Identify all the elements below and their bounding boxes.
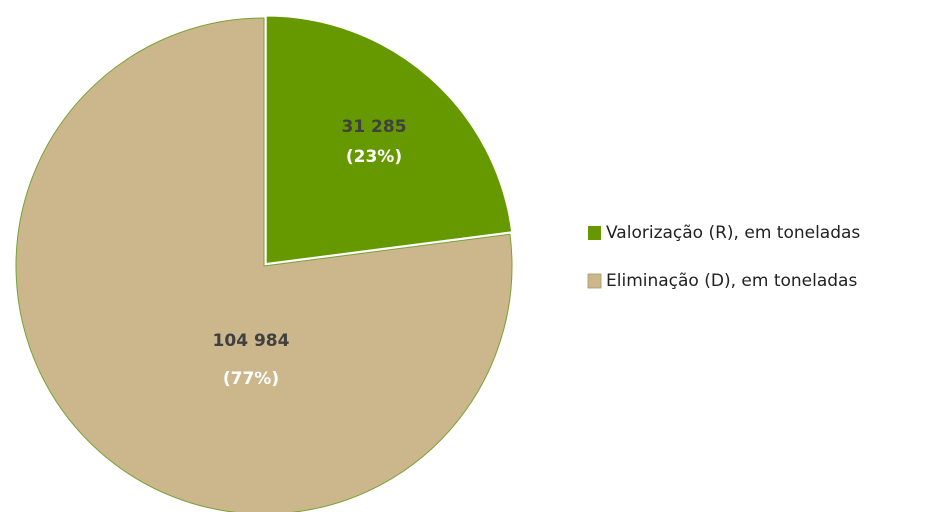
percent-label: (77%)	[223, 369, 279, 389]
data-label: 31 285	[341, 117, 406, 137]
legend-label: Valorização (R), em toneladas	[606, 223, 860, 243]
legend-label: Eliminação (D), em toneladas	[606, 271, 857, 291]
data-label: 104 984	[213, 331, 290, 351]
percent-label: (23%)	[346, 147, 402, 167]
legend-swatch	[587, 273, 602, 289]
pie-slice	[15, 17, 513, 512]
legend-swatch	[588, 226, 601, 240]
pie-slice	[265, 14, 513, 265]
